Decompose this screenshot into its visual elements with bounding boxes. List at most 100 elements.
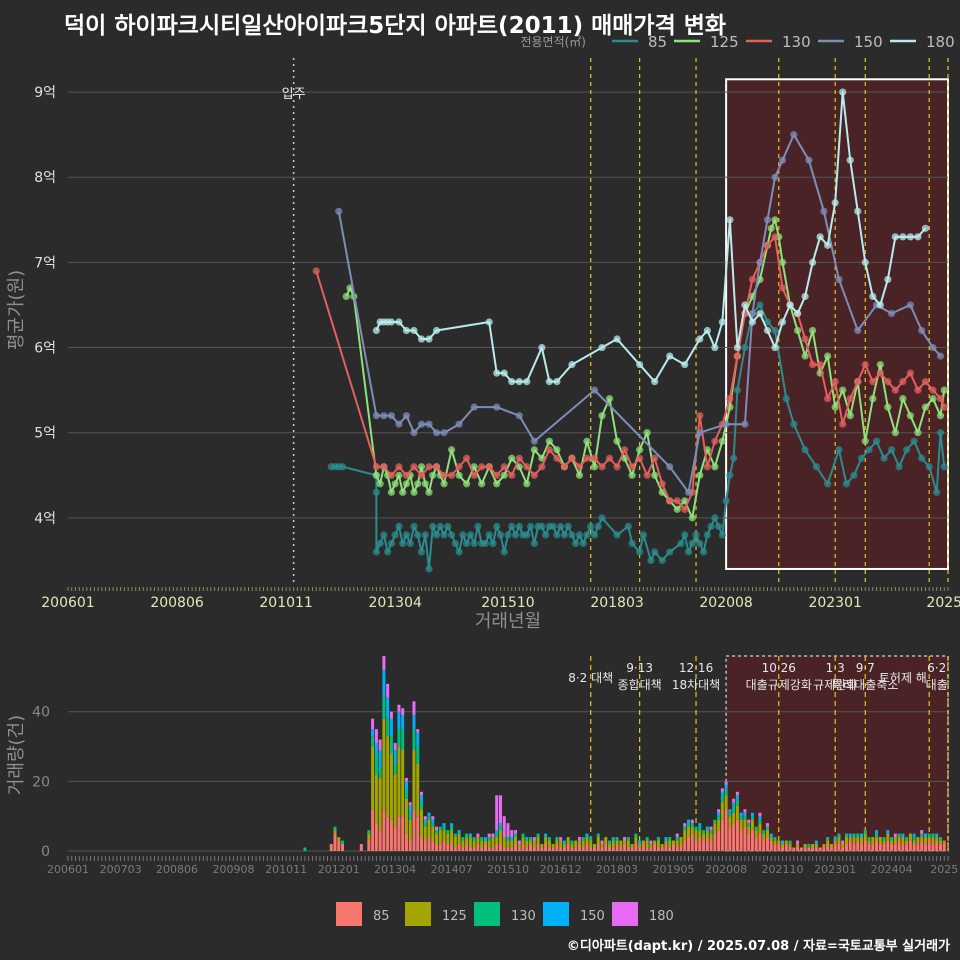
- bar-segment-150: [457, 830, 461, 834]
- volume-bar: [923, 833, 927, 851]
- bar-segment-180: [724, 781, 728, 785]
- bar-segment-85: [833, 844, 837, 851]
- bar-segment-85: [938, 844, 942, 851]
- bar-segment-150: [393, 750, 397, 764]
- bar-segment-130: [378, 767, 382, 778]
- legend-top: 전용면적(㎡) 85 125 130 150 180: [520, 33, 954, 51]
- volume-bar: [506, 823, 510, 851]
- policy-annotation: 9·7: [856, 661, 875, 675]
- x-tick-label: 200908: [212, 863, 254, 876]
- bar-segment-85: [374, 823, 378, 851]
- x-tick-label: 201201: [318, 863, 360, 876]
- bar-segment-180: [517, 840, 521, 845]
- volume-bar: [641, 840, 645, 851]
- bar-segment-125: [732, 812, 736, 824]
- bar-segment-125: [608, 844, 612, 848]
- bar-segment-125: [604, 837, 608, 845]
- policy-annotation: 특례대출축소: [832, 678, 898, 692]
- bar-segment-180: [510, 830, 514, 838]
- volume-bar: [378, 739, 382, 851]
- y-tick-label: 5억: [34, 426, 56, 442]
- bar-segment-150: [739, 812, 743, 817]
- bar-segment-150: [732, 802, 736, 806]
- bar-segment-125: [796, 844, 800, 848]
- bar-segment-85: [724, 809, 728, 851]
- bar-segment-130: [931, 833, 935, 838]
- bar-segment-125: [596, 837, 600, 845]
- bar-segment-125: [389, 753, 393, 820]
- bar-segment-85: [826, 844, 830, 851]
- volume-bar: [668, 837, 672, 851]
- bar-segment-130: [498, 826, 502, 831]
- bar-segment-130: [450, 826, 454, 831]
- bar-segment-125: [863, 833, 867, 841]
- policy-annotation: 종합대책: [618, 677, 662, 692]
- bar-segment-125: [401, 750, 405, 817]
- bar-segment-180: [514, 830, 518, 834]
- volume-bar: [765, 823, 769, 851]
- volume-bar: [807, 844, 811, 851]
- bar-segment-125: [694, 830, 698, 841]
- volume-bar: [619, 840, 623, 851]
- bar-segment-125: [916, 837, 920, 845]
- bar-segment-125: [743, 819, 747, 827]
- bar-segment-125: [908, 833, 912, 841]
- x-tick-label: 201304: [368, 595, 422, 611]
- bar-segment-85: [544, 844, 548, 851]
- bar-segment-85: [878, 844, 882, 851]
- bar-segment-130: [581, 837, 585, 841]
- bar-segment-125: [750, 819, 754, 831]
- bar-segment-85: [404, 833, 408, 851]
- bar-segment-130: [529, 837, 533, 841]
- bar-segment-85: [630, 847, 634, 851]
- volume-bar: [709, 826, 713, 851]
- volume-bar: [630, 844, 634, 851]
- bar-segment-130: [694, 826, 698, 831]
- volume-bar: [438, 826, 442, 851]
- bar-segment-130: [743, 816, 747, 820]
- volume-bar: [702, 830, 706, 851]
- bar-segment-130: [382, 697, 386, 719]
- bar-segment-125: [826, 840, 830, 845]
- bar-segment-85: [829, 847, 833, 851]
- bar-segment-85: [438, 844, 442, 851]
- bar-segment-125: [702, 833, 706, 841]
- bar-segment-85: [337, 840, 341, 851]
- bar-segment-130: [927, 833, 931, 838]
- volume-bar: [566, 837, 570, 851]
- data-point: [940, 463, 948, 471]
- x-tick-label: 2025: [930, 863, 958, 876]
- volume-bar: [468, 833, 472, 851]
- policy-annotation: 대출규제강화: [746, 678, 812, 692]
- bar-segment-85: [559, 847, 563, 851]
- y-tick-label: 0: [41, 844, 50, 860]
- bar-segment-125: [660, 844, 664, 848]
- bar-segment-85: [521, 844, 525, 851]
- x-tick-label: 200806: [150, 595, 204, 611]
- bar-segment-125: [431, 826, 435, 841]
- bar-segment-180: [435, 826, 439, 831]
- bar-segment-150: [728, 809, 732, 813]
- bar-segment-125: [923, 837, 927, 845]
- bar-segment-125: [427, 819, 431, 838]
- volume-bar: [570, 840, 574, 851]
- bar-segment-130: [732, 805, 736, 813]
- volume-bar: [577, 837, 581, 851]
- volume-bar: [784, 840, 788, 851]
- volume-bar: [465, 833, 469, 851]
- policy-annotation: 규제완화: [813, 678, 857, 692]
- bar-segment-130: [570, 840, 574, 845]
- bar-segment-85: [498, 844, 502, 851]
- bar-segment-130: [626, 837, 630, 841]
- bar-segment-125: [408, 819, 412, 841]
- bar-segment-130: [427, 816, 431, 820]
- volume-bar: [822, 844, 826, 851]
- volume-bar: [442, 823, 446, 851]
- bar-segment-85: [886, 840, 890, 851]
- bar-segment-85: [371, 809, 375, 851]
- bar-segment-125: [544, 837, 548, 845]
- bar-segment-130: [645, 837, 649, 841]
- bar-segment-85: [570, 847, 574, 851]
- bar-segment-130: [856, 833, 860, 838]
- volume-bar: [920, 830, 924, 851]
